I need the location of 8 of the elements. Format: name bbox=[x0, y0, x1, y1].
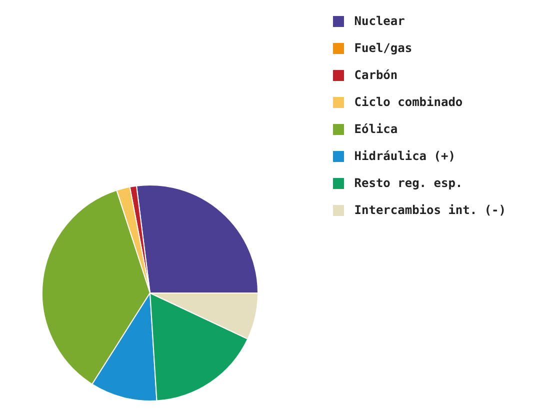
legend-label: Carbón bbox=[354, 68, 398, 82]
legend-label: Intercambios int. (-) bbox=[354, 203, 506, 217]
legend-label: Ciclo combinado bbox=[354, 95, 463, 109]
legend-label: Hidráulica (+) bbox=[354, 149, 456, 163]
legend-label: Resto reg. esp. bbox=[354, 176, 463, 190]
legend-label: Eólica bbox=[354, 122, 398, 136]
legend-label: Fuel/gas bbox=[354, 41, 412, 55]
legend-label: Nuclear bbox=[354, 14, 405, 28]
